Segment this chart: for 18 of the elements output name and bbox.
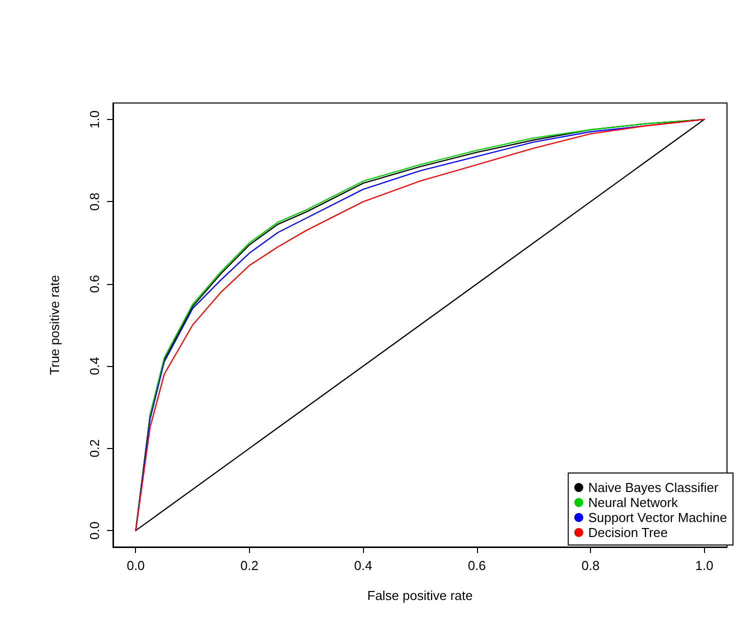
y-tick-label: 1.0 xyxy=(87,110,102,128)
x-tick-label: 0.8 xyxy=(582,558,600,573)
x-tick-label: 0.0 xyxy=(126,558,145,573)
x-tick-label: 0.4 xyxy=(354,558,372,573)
x-axis-title: False positive rate xyxy=(367,588,473,603)
x-tick-label: 0.2 xyxy=(240,558,258,573)
legend-label: Naive Bayes Classifier xyxy=(588,480,719,495)
y-tick-label: 0.2 xyxy=(87,439,102,458)
legend-label: Support Vector Machine xyxy=(588,510,728,525)
y-tick-label: 0.0 xyxy=(87,522,102,540)
y-axis-title: True positive rate xyxy=(47,275,62,375)
y-tick-label: 0.8 xyxy=(87,192,102,211)
x-tick-label: 0.6 xyxy=(468,558,486,573)
y-tick-label: 0.4 xyxy=(87,357,102,376)
legend-label: Neural Network xyxy=(588,495,678,510)
legend-label: Decision Tree xyxy=(588,525,668,540)
y-tick-label: 0.6 xyxy=(87,274,102,293)
x-tick-label: 1.0 xyxy=(695,558,714,573)
